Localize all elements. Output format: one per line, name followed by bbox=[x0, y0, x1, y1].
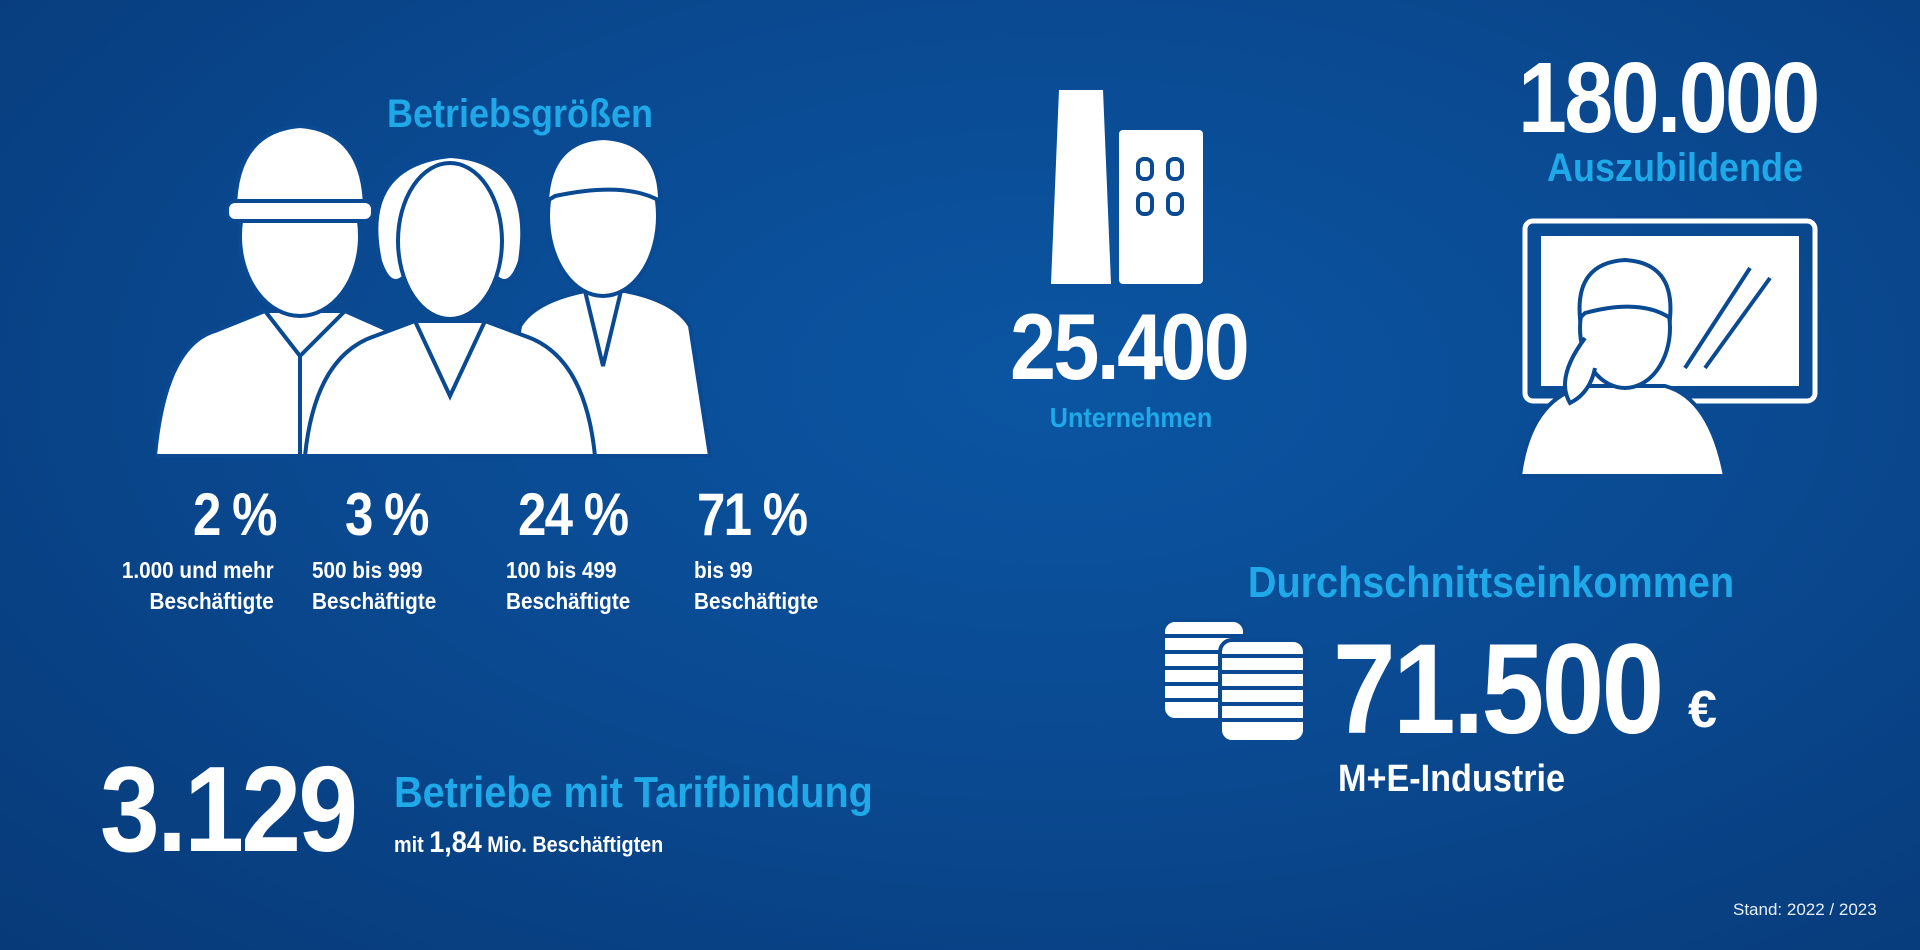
currency-symbol: € bbox=[1688, 681, 1717, 739]
label-line: Beschäftigte bbox=[149, 588, 274, 614]
label-500-999: 500 bis 999 Beschäftigte bbox=[312, 555, 436, 617]
sub-pre: mit bbox=[394, 832, 430, 857]
income-title: Durchschnittseinkommen bbox=[1247, 558, 1735, 607]
tablet-learner-icon bbox=[1517, 218, 1818, 478]
label-line: 500 bis 999 bbox=[312, 557, 423, 583]
label-line: Beschäftigte bbox=[694, 588, 819, 614]
label-line: Beschäftigte bbox=[506, 588, 631, 614]
label-under-99: bis 99 Beschäftigte bbox=[694, 555, 818, 617]
stand-footnote: Stand: 2022 / 2023 bbox=[1733, 900, 1877, 919]
collective-title: Betriebe mit Tarifbindung bbox=[394, 768, 873, 817]
label-line: 1.000 und mehr bbox=[122, 557, 274, 583]
label-line: bis 99 bbox=[694, 557, 753, 583]
companies-label: Unternehmen bbox=[1049, 402, 1213, 433]
percent-1000-plus: 2 % bbox=[193, 481, 277, 548]
percent-500-999: 3 % bbox=[345, 481, 429, 548]
income-number: 71.500 bbox=[1333, 618, 1664, 761]
label-100-499: 100 bis 499 Beschäftigte bbox=[506, 555, 630, 617]
employees-value: 1,84 bbox=[429, 826, 482, 859]
collective-subtitle: mit 1,84 Mio. Beschäftigten bbox=[394, 826, 663, 860]
label-1000-plus: 1.000 und mehr Beschäftigte bbox=[122, 555, 274, 617]
workers-group-icon bbox=[155, 123, 713, 458]
apprentices-label: Auszubildende bbox=[1546, 146, 1804, 190]
label-line: Beschäftigte bbox=[312, 588, 437, 614]
companies-number: 25.400 bbox=[1010, 294, 1250, 399]
factory-icon bbox=[1051, 90, 1203, 284]
apprentices-number: 180.000 bbox=[1518, 42, 1820, 154]
sub-post: Mio. Beschäftigten bbox=[481, 832, 664, 857]
income-label: M+E-Industrie bbox=[1338, 758, 1566, 800]
percent-under-99: 71 % bbox=[697, 481, 808, 548]
coins-icon bbox=[1161, 618, 1307, 744]
company-sizes-title: Betriebsgrößen bbox=[386, 92, 654, 136]
label-line: 100 bis 499 bbox=[506, 557, 617, 583]
percent-100-499: 24 % bbox=[518, 481, 629, 548]
collective-number: 3.129 bbox=[100, 741, 358, 877]
